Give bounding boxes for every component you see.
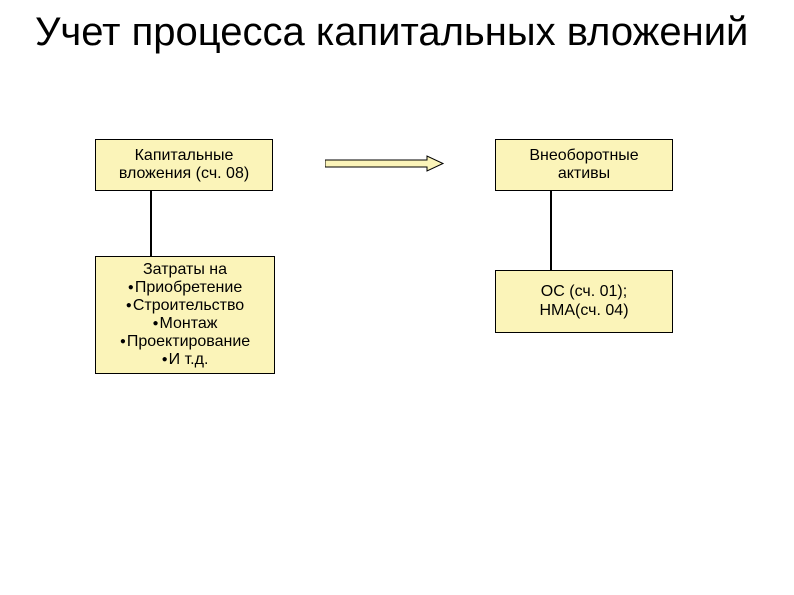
arrow-icon [325, 155, 445, 172]
bullet-item: ●Строительство [126, 297, 244, 315]
bullet-text: Проектирование [127, 333, 250, 351]
bullet-icon: ● [120, 337, 126, 347]
box-line: ОС (сч. 01); [541, 283, 627, 301]
bullet-icon: ● [128, 283, 134, 293]
box-os-nma: ОС (сч. 01); НМА(сч. 04) [495, 270, 673, 333]
box-line: активы [558, 165, 610, 183]
bullet-item: ●Приобретение [128, 279, 242, 297]
bullet-item: ●И т.д. [162, 351, 209, 369]
connector-right [550, 191, 552, 270]
box-line: Внеоборотные [529, 147, 638, 165]
box-line: Капитальные [135, 147, 234, 165]
box-subtitle: Затраты на [143, 261, 227, 279]
box-costs: Затраты на ●Приобретение ●Строительство … [95, 256, 275, 374]
bullet-icon: ● [162, 355, 168, 365]
bullet-icon: ● [126, 301, 132, 311]
bullet-icon: ● [152, 319, 158, 329]
bullet-text: Монтаж [160, 315, 218, 333]
box-capital-investments: Капитальные вложения (сч. 08) [95, 139, 273, 191]
connector-left [150, 191, 152, 256]
bullet-item: ●Монтаж [152, 315, 217, 333]
box-line: НМА(сч. 04) [539, 302, 628, 320]
bullet-text: Приобретение [135, 279, 242, 297]
box-noncurrent-assets: Внеоборотные активы [495, 139, 673, 191]
box-line: вложения (сч. 08) [119, 165, 249, 183]
page-title: Учет процесса капитальных вложений [35, 10, 748, 54]
bullet-text: И т.д. [169, 351, 209, 369]
bullet-text: Строительство [133, 297, 244, 315]
bullet-item: ●Проектирование [120, 333, 250, 351]
